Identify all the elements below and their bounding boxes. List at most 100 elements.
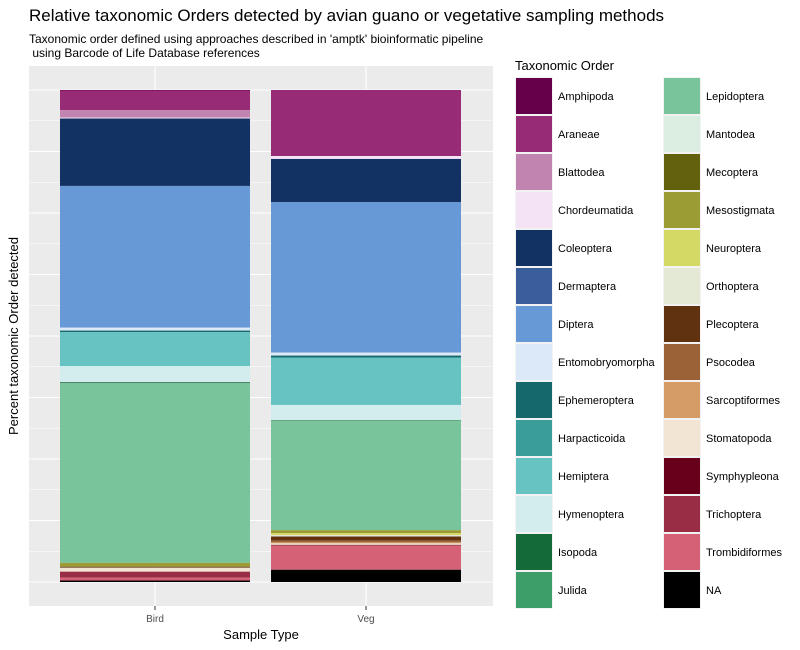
bar-segment-bird-stomatopoda — [60, 567, 250, 572]
legend-label-plecoptera: Plecoptera — [706, 319, 759, 331]
legend-label-trombidiformes: Trombidiformes — [706, 547, 782, 559]
legend-label-diptera: Diptera — [558, 319, 594, 331]
bar-segment-veg-trombidiformes — [271, 545, 461, 570]
legend-swatch-ephemeroptera — [516, 382, 552, 418]
bar-segment-veg-plecoptera — [271, 536, 461, 541]
bar-segment-veg-sarcoptiformes — [271, 542, 461, 544]
bar-segment-veg-na — [271, 569, 461, 582]
legend-swatch-diptera — [516, 306, 552, 342]
legend-swatch-psocodea — [664, 344, 700, 380]
legend-swatch-araneae — [516, 116, 552, 152]
x-tick-label-bird: Bird — [146, 614, 164, 625]
chart-title: Relative taxonomic Orders detected by av… — [29, 6, 664, 25]
bar-segment-veg-diptera — [271, 201, 461, 353]
x-axis-ticks: Bird Veg — [146, 606, 375, 625]
chart-subtitle-line-2: using Barcode of Life Database reference… — [29, 46, 260, 60]
bar-segment-veg-lepidoptera — [271, 420, 461, 531]
legend-swatch-isopoda — [516, 534, 552, 570]
legend-swatch-dermaptera — [516, 268, 552, 304]
bar-segment-bird-coleoptera — [60, 118, 250, 186]
legend-swatch-sarcoptiformes — [664, 382, 700, 418]
legend-label-ephemeroptera: Ephemeroptera — [558, 395, 635, 407]
legend-label-symphypleona: Symphypleona — [706, 471, 780, 483]
x-axis-title: Sample Type — [223, 627, 299, 642]
bar-segment-bird-isopoda — [60, 382, 250, 384]
legend-swatch-julida — [516, 572, 552, 608]
bar-segment-bird-na — [60, 580, 250, 582]
legend-label-lepidoptera: Lepidoptera — [706, 91, 765, 103]
bar-segment-bird-amphipoda — [60, 90, 250, 91]
legend-label-sarcoptiformes: Sarcoptiformes — [706, 395, 780, 407]
legend-swatch-coleoptera — [516, 230, 552, 266]
bar-segment-veg-hemiptera — [271, 357, 461, 405]
legend-swatch-mesostigmata — [664, 192, 700, 228]
bar-segment-veg-isopoda — [271, 420, 461, 421]
legend-label-coleoptera: Coleoptera — [558, 243, 613, 255]
bar-segment-bird-trichoptera — [60, 571, 250, 578]
legend-swatch-amphipoda — [516, 78, 552, 114]
bar-segment-veg-entomobryomorpha — [271, 352, 461, 356]
bar-segment-bird-araneae — [60, 90, 250, 111]
legend-label-hymenoptera: Hymenoptera — [558, 509, 625, 521]
bar-segment-bird-lepidoptera — [60, 383, 250, 563]
legend-label-hemiptera: Hemiptera — [558, 471, 610, 483]
legend: Amphipoda Araneae Blattodea Chordeumatida Co… — [515, 77, 782, 609]
legend-label-blattodea: Blattodea — [558, 167, 605, 179]
bar-segment-veg-trichoptera — [271, 544, 461, 546]
legend-label-mantodea: Mantodea — [706, 129, 756, 141]
bar-segment-bird-chordeumatida — [60, 117, 250, 119]
bar-segment-bird-plecoptera — [60, 566, 250, 568]
bar-segment-veg-chordeumatida — [271, 156, 461, 159]
legend-label-entomobryomorpha: Entomobryomorpha — [558, 357, 655, 369]
bar-segment-bird-hymenoptera — [60, 366, 250, 383]
bar-segment-veg-psocodea — [271, 540, 461, 543]
legend-label-dermaptera: Dermaptera — [558, 281, 617, 293]
bar-segment-veg-ephemeroptera — [271, 355, 461, 358]
bar-segment-bird-blattodea — [60, 110, 250, 118]
legend-swatch-hymenoptera — [516, 496, 552, 532]
legend-label-chordeumatida: Chordeumatida — [558, 205, 634, 217]
legend-label-orthoptera: Orthoptera — [706, 281, 759, 293]
legend-swatch-na — [664, 572, 700, 608]
legend-label-julida: Julida — [558, 585, 588, 597]
legend-label-amphipoda: Amphipoda — [558, 91, 615, 103]
legend-label-harpacticoida: Harpacticoida — [558, 433, 626, 445]
y-axis-title: Percent taxonomic Order detected — [6, 237, 21, 435]
bar-segment-bird-trombidiformes — [60, 577, 250, 581]
bar-segment-veg-hymenoptera — [271, 404, 461, 421]
bar-segment-bird-entomobryomorpha — [60, 327, 250, 331]
bar-segment-veg-neuroptera — [271, 533, 461, 536]
legend-swatch-mecoptera — [664, 154, 700, 190]
bar-segment-bird-mesostigmata — [60, 562, 250, 567]
bar-segment-veg-orthoptera — [271, 535, 461, 537]
legend-label-mesostigmata: Mesostigmata — [706, 205, 775, 217]
legend-label-stomatopoda: Stomatopoda — [706, 433, 772, 445]
legend-label-trichoptera: Trichoptera — [706, 509, 762, 521]
legend-label-isopoda: Isopoda — [558, 547, 598, 559]
legend-swatch-trichoptera — [664, 496, 700, 532]
legend-swatch-chordeumatida — [516, 192, 552, 228]
legend-swatch-lepidoptera — [664, 78, 700, 114]
bar-segment-veg-stomatopoda — [271, 543, 461, 545]
legend-swatch-trombidiformes — [664, 534, 700, 570]
legend-swatch-stomatopoda — [664, 420, 700, 456]
legend-label-psocodea: Psocodea — [706, 357, 756, 369]
bar-segment-bird-hemiptera — [60, 332, 250, 367]
legend-swatch-neuroptera — [664, 230, 700, 266]
bar-segment-bird-diptera — [60, 185, 250, 328]
legend-label-na: NA — [706, 585, 722, 597]
legend-swatch-plecoptera — [664, 306, 700, 342]
legend-swatch-symphypleona — [664, 458, 700, 494]
legend-swatch-harpacticoida — [516, 420, 552, 456]
legend-label-neuroptera: Neuroptera — [706, 243, 762, 255]
bar-segment-veg-araneae — [271, 90, 461, 157]
bar-segment-bird-ephemeroptera — [60, 330, 250, 333]
legend-swatch-mantodea — [664, 116, 700, 152]
legend-label-mecoptera: Mecoptera — [706, 167, 759, 179]
legend-title: Taxonomic Order — [515, 58, 615, 73]
legend-swatch-hemiptera — [516, 458, 552, 494]
x-tick-label-veg: Veg — [357, 614, 374, 625]
legend-swatch-entomobryomorpha — [516, 344, 552, 380]
bar-stacks — [60, 90, 461, 582]
